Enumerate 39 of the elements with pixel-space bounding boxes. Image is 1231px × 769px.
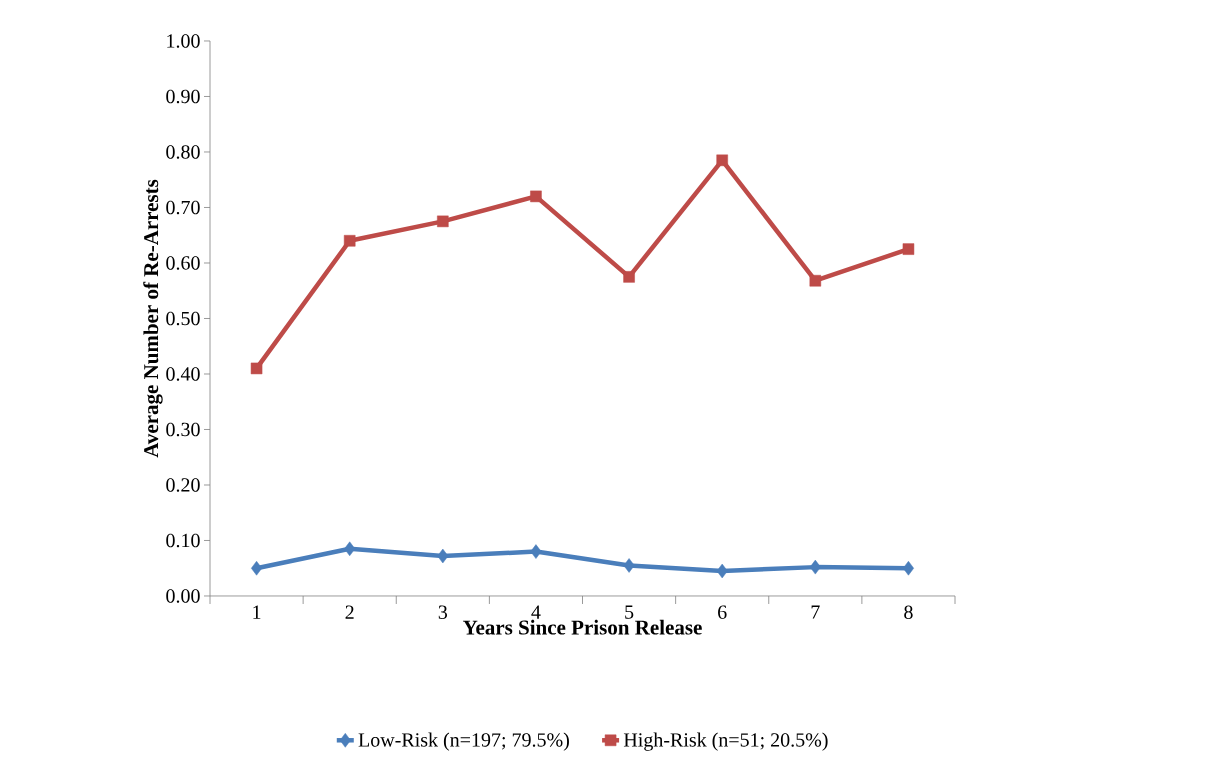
point [437,215,449,228]
y-tick-label: 0.40 [166,367,200,381]
y-tick-label: 0.00 [166,589,200,603]
point [344,541,356,557]
y-axis-title: Average Number of Re-Arrests [143,179,163,458]
point [623,271,635,283]
point [716,563,728,579]
legend-label: High-Risk (n=51; 20.5%) [623,732,828,751]
x-tick-label: 6 [718,605,727,619]
y-tick-label: 0.20 [166,478,200,492]
y-tick-label: 1.00 [167,34,200,48]
point [716,154,728,167]
x-tick-label: 7 [811,605,820,619]
x-tick-label: 5 [625,605,634,619]
point [902,560,914,576]
x-tick-label: 2 [345,605,354,619]
point [809,559,821,575]
y-tick-label: 0.70 [166,200,200,215]
x-axis-title: Years Since Prison Release [463,619,702,635]
point [530,190,542,203]
point [809,274,822,287]
point [623,558,635,573]
point [902,243,915,255]
point [343,235,356,247]
x-tick-label: 1 [253,605,261,619]
point [250,362,263,375]
y-tick-label: 0.10 [166,533,200,548]
point [251,560,263,576]
point [437,548,449,564]
x-tick-label: 8 [904,605,913,620]
y-tick-label: 0.30 [166,422,200,437]
x-tick-label: 4 [531,605,541,619]
y-tick-label: 0.60 [166,256,200,270]
y-tick-label: 0.90 [166,89,200,104]
legend-label: Low-Risk (n=197; 79.5%) [358,732,569,751]
point [530,544,542,559]
x-tick-label: 3 [438,605,448,619]
y-tick-label: 0.50 [166,311,200,326]
y-tick-label: 0.80 [166,145,200,159]
